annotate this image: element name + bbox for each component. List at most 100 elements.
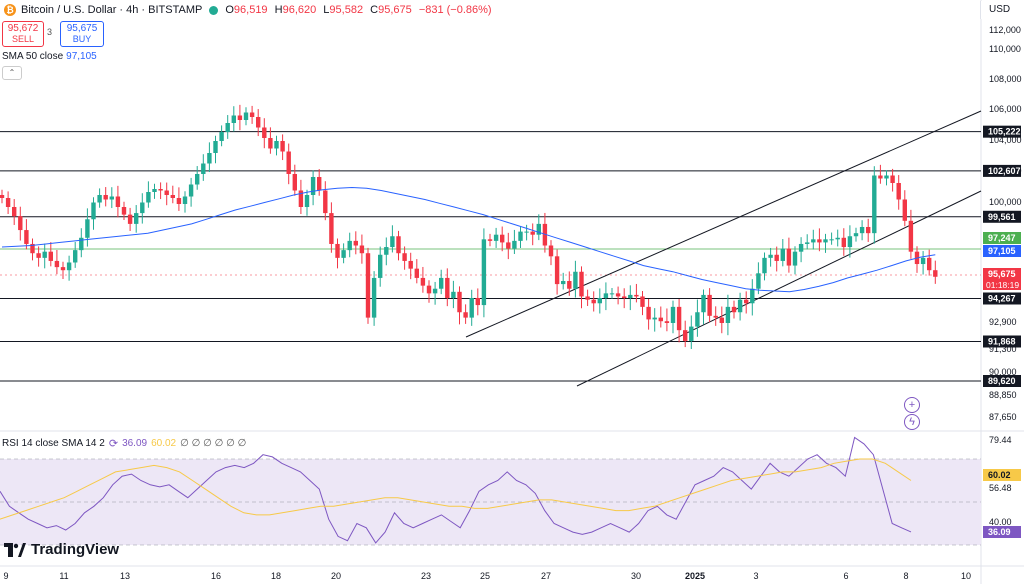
sma-legend-label: SMA 50 close [2, 51, 64, 62]
candle-body [5, 198, 11, 207]
candle-body [195, 174, 200, 185]
candle-body [518, 231, 523, 241]
time-tick-label: 30 [631, 571, 641, 581]
candle-body [66, 262, 72, 271]
rsi-sma-line [0, 458, 912, 520]
candle-body [683, 330, 688, 341]
rsi-legend[interactable]: RSI 14 close SMA 14 2 ⟳ 36.09 60.02 ∅ ∅ … [2, 437, 246, 450]
rsi-tick-label: 40.00 [989, 517, 1012, 527]
candle-body [402, 253, 407, 261]
ohlc-open-key: O [225, 4, 234, 16]
candle-body [60, 267, 66, 271]
currency-button[interactable]: USD [980, 1, 1020, 19]
price-tick-label: 110,000 [989, 44, 1021, 54]
candle-body [707, 294, 712, 316]
candle-body [664, 321, 670, 324]
candle-body [603, 293, 609, 298]
ohlc-open: 96,519 [233, 4, 268, 16]
candle-body [646, 306, 651, 320]
time-tick-label: 16 [211, 571, 221, 581]
candle-body [475, 297, 480, 306]
candle-body [744, 299, 749, 304]
candle-body [378, 254, 383, 278]
candle-body [91, 202, 96, 220]
candle-body [579, 271, 584, 297]
candle-body [420, 277, 426, 286]
candle-body [256, 117, 261, 128]
ohlc-high: 96,620 [282, 4, 317, 16]
market-status-icon[interactable] [209, 5, 219, 15]
candle-body [762, 257, 767, 274]
time-tick-label: 18 [271, 571, 281, 581]
lightning-icon[interactable]: ϟ [904, 414, 920, 430]
rsi-line [0, 436, 912, 544]
candle-body [798, 243, 804, 252]
rsi-tag-bg [983, 526, 1021, 538]
price-tick-label: 106,000 [989, 104, 1022, 114]
add-alert-icon[interactable]: + [904, 397, 920, 413]
candle-body [597, 297, 602, 304]
collapse-legend-icon[interactable]: ⌃ [2, 66, 22, 80]
candle-body [158, 189, 163, 191]
candle-body [188, 184, 194, 197]
refresh-icon[interactable]: ⟳ [108, 438, 119, 450]
price-axis[interactable]: 112,000110,000108,000106,000104,000102,0… [989, 25, 1022, 422]
candle-body [182, 196, 188, 204]
price-tick-label: 87,650 [989, 412, 1017, 422]
candle-body [207, 153, 212, 164]
level-tag: 99,561 [988, 212, 1016, 222]
level-tag-bg [983, 292, 1021, 305]
candle-body [811, 239, 816, 243]
candle-body [554, 256, 560, 285]
price-tick-label: 104,000 [989, 135, 1022, 145]
candle-body [567, 281, 572, 289]
candle-body [689, 326, 694, 341]
candle-body [304, 195, 310, 207]
sma-tag-bg [983, 245, 1021, 257]
candle-body [658, 317, 663, 322]
candle-body [0, 195, 5, 198]
buy-price: 95,675 [66, 23, 98, 34]
buy-button[interactable]: 95,675 BUY [60, 21, 104, 47]
candle-body [445, 277, 450, 298]
candle-body [866, 226, 871, 234]
candle-body [359, 245, 365, 254]
level-tag-bg [983, 125, 1021, 138]
candle-body [42, 251, 47, 258]
candle-body [652, 317, 657, 320]
sell-button[interactable]: 95,672 SELL [2, 21, 44, 47]
candle-body [853, 233, 859, 237]
ask-tag-bg [983, 232, 1021, 244]
sma-tag: 97,105 [988, 246, 1016, 256]
candle-body [408, 260, 413, 269]
rsi-legend-empty-values: ∅ ∅ ∅ ∅ ∅ ∅ [180, 438, 247, 449]
candle-body [634, 294, 639, 297]
candle-body [201, 163, 206, 174]
candle-body [719, 317, 724, 324]
candle-body [414, 268, 419, 278]
level-tag-bg [983, 210, 1021, 223]
candle-body [506, 242, 511, 249]
candle-body [390, 236, 395, 248]
candle-body [847, 236, 853, 248]
candle-body [780, 248, 785, 261]
candle-body [927, 257, 932, 271]
time-tick-label: 20 [331, 571, 341, 581]
symbol-header[interactable]: ₿ Bitcoin / U.S. Dollar · 4h · BITSTAMP … [0, 0, 492, 20]
candle-body [432, 288, 438, 294]
level-tag-bg [983, 335, 1021, 348]
time-axis[interactable]: 9 11 13 16 18 20 23 25 27 30 2025 3 6 8 10 [3, 571, 971, 581]
candle-body [548, 245, 554, 257]
candle-body [164, 190, 169, 195]
candle-body [561, 281, 566, 285]
sma-legend[interactable]: SMA 50 close 97,105 [2, 51, 97, 62]
candle-body [396, 236, 401, 254]
candle-body [774, 254, 779, 261]
price-tick-label: 90,000 [989, 367, 1017, 377]
time-tick-label: 13 [120, 571, 130, 581]
candle-body [500, 234, 505, 243]
price-markers: 105,222 102,607 99,561 94,267 91,868 89,620 97… [983, 125, 1021, 387]
time-tick-label: 11 [59, 571, 68, 581]
time-tick-label: 6 [843, 571, 848, 581]
